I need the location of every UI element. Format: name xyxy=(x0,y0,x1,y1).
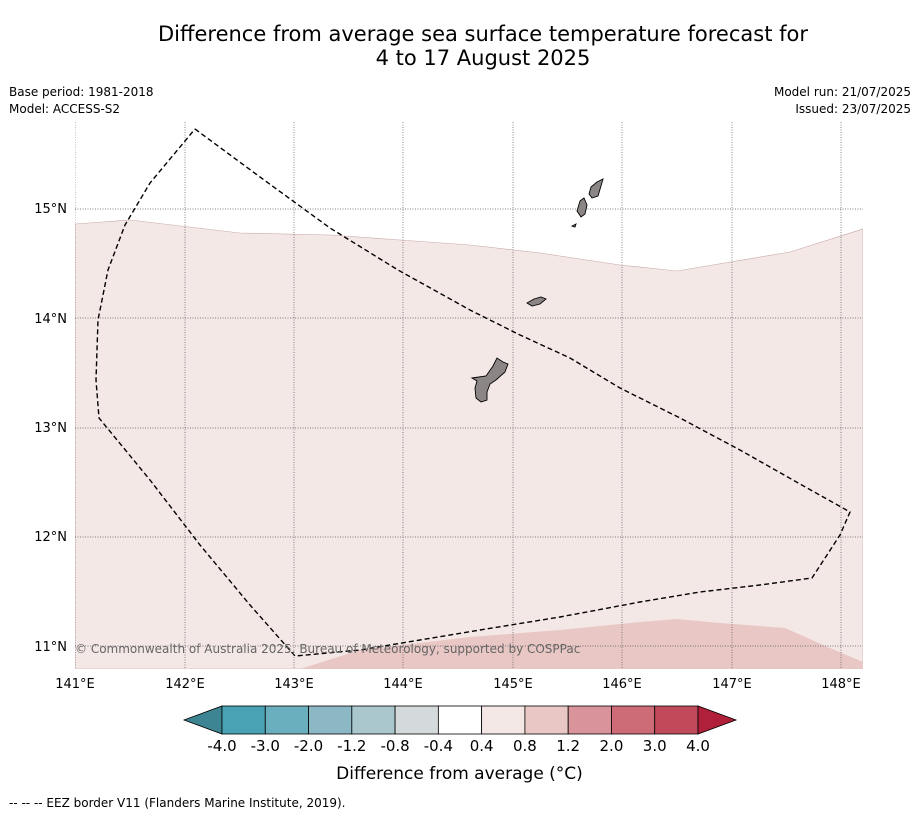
colorbar-segment xyxy=(524,705,569,735)
eez-legend-footer: -- -- -- EEZ border V11 (Flanders Marine… xyxy=(9,796,346,810)
lat-label: 13°N xyxy=(34,421,67,436)
lat-label: 15°N xyxy=(34,202,67,217)
lat-label: 12°N xyxy=(34,530,67,545)
colorbar-tick-label: 3.0 xyxy=(643,737,667,755)
colorbar-segment xyxy=(264,705,309,735)
colorbar-tick-label: 4.0 xyxy=(686,737,710,755)
colorbar-under-extension xyxy=(182,705,223,735)
lon-label: 141°E xyxy=(55,677,95,692)
copyright-text: © Commonwealth of Australia 2025, Bureau… xyxy=(75,642,580,656)
colorbar-segment xyxy=(351,705,396,735)
lon-label: 146°E xyxy=(602,677,642,692)
colorbar-tick-label: 0.4 xyxy=(470,737,494,755)
rota-island xyxy=(526,296,547,307)
lon-label: 142°E xyxy=(165,677,205,692)
colorbar-segment xyxy=(437,705,483,735)
lon-label: 144°E xyxy=(383,677,423,692)
lon-tick-labels: 141°E 142°E 143°E 144°E 145°E 146°E 147°… xyxy=(55,677,861,692)
colorbar-tick-label: 1.2 xyxy=(556,737,580,755)
colorbar-label: Difference from average (°C) xyxy=(336,764,583,784)
land-islands xyxy=(470,178,604,403)
colorbar-tick-label: -4.0 xyxy=(207,737,236,755)
aguijan-island xyxy=(570,223,577,228)
map-area: © Commonwealth of Australia 2025, Bureau… xyxy=(75,122,863,669)
colorbar-tick-label: 0.8 xyxy=(513,737,537,755)
model-run-text: Model run: 21/07/2025 xyxy=(773,85,911,99)
colorbar-segment xyxy=(567,705,612,735)
lon-label: 147°E xyxy=(712,677,752,692)
lon-label: 143°E xyxy=(274,677,314,692)
info-right: Model run: 21/07/2025 Issued: 23/07/2025 xyxy=(774,84,911,118)
colorbar-tick-label: -1.2 xyxy=(337,737,366,755)
anomaly-region-medium xyxy=(300,619,863,669)
colorbar xyxy=(182,705,738,735)
lon-label: 148°E xyxy=(821,677,861,692)
lat-label: 11°N xyxy=(34,640,67,655)
colorbar-segment xyxy=(221,705,266,735)
colorbar-segment xyxy=(654,705,699,735)
model-text: Model: ACCESS-S2 xyxy=(9,102,121,116)
colorbar-tick-label: -2.0 xyxy=(294,737,323,755)
chart-title: Difference from average sea surface temp… xyxy=(0,22,919,70)
issued-text: Issued: 23/07/2025 xyxy=(795,102,911,116)
colorbar-segment xyxy=(481,705,526,735)
colorbar-segment xyxy=(308,705,353,735)
colorbar-tick-labels: -4.0 -3.0 -2.0 -1.2 -0.8 -0.4 0.4 0.8 1.2 2.0 3.0 4… xyxy=(207,737,710,755)
title-line-1: Difference from average sea surface temp… xyxy=(158,22,808,46)
colorbar-tick-label: -3.0 xyxy=(251,737,280,755)
tinian-island xyxy=(576,197,588,218)
gridlines xyxy=(75,122,863,669)
lat-tick-labels: 15°N 14°N 13°N 12°N 11°N xyxy=(34,202,67,655)
lat-label: 14°N xyxy=(34,312,67,327)
title-line-2: 4 to 17 August 2025 xyxy=(375,46,591,70)
colorbar-tick-label: -0.4 xyxy=(424,737,453,755)
lon-label: 145°E xyxy=(493,677,533,692)
saipan-island xyxy=(588,178,604,199)
guam-island xyxy=(470,357,509,403)
colorbar-tick-label: -0.8 xyxy=(380,737,409,755)
colorbar-segment xyxy=(611,705,656,735)
base-period-text: Base period: 1981-2018 xyxy=(9,85,154,99)
colorbar-tick-label: 2.0 xyxy=(600,737,624,755)
eez-border xyxy=(95,128,851,657)
colorbar-over-extension xyxy=(697,705,738,735)
colorbar-segment xyxy=(394,705,439,735)
anomaly-region-light xyxy=(75,219,863,669)
info-left: Base period: 1981-2018 Model: ACCESS-S2 xyxy=(9,84,154,118)
